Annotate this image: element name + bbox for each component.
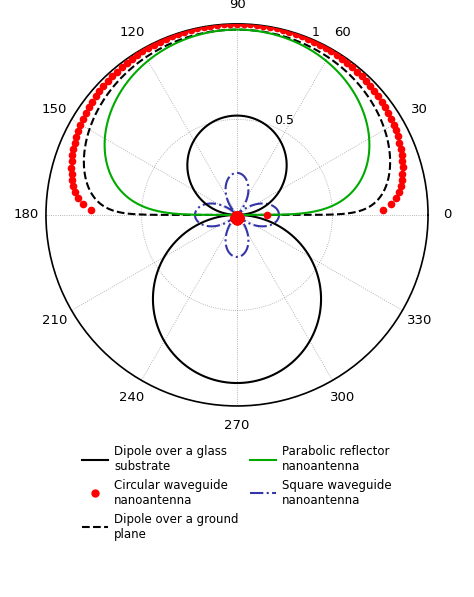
- Legend: Dipole over a glass
substrate, Circular waveguide
nanoantenna, Dipole over a gro: Dipole over a glass substrate, Circular …: [77, 440, 397, 545]
